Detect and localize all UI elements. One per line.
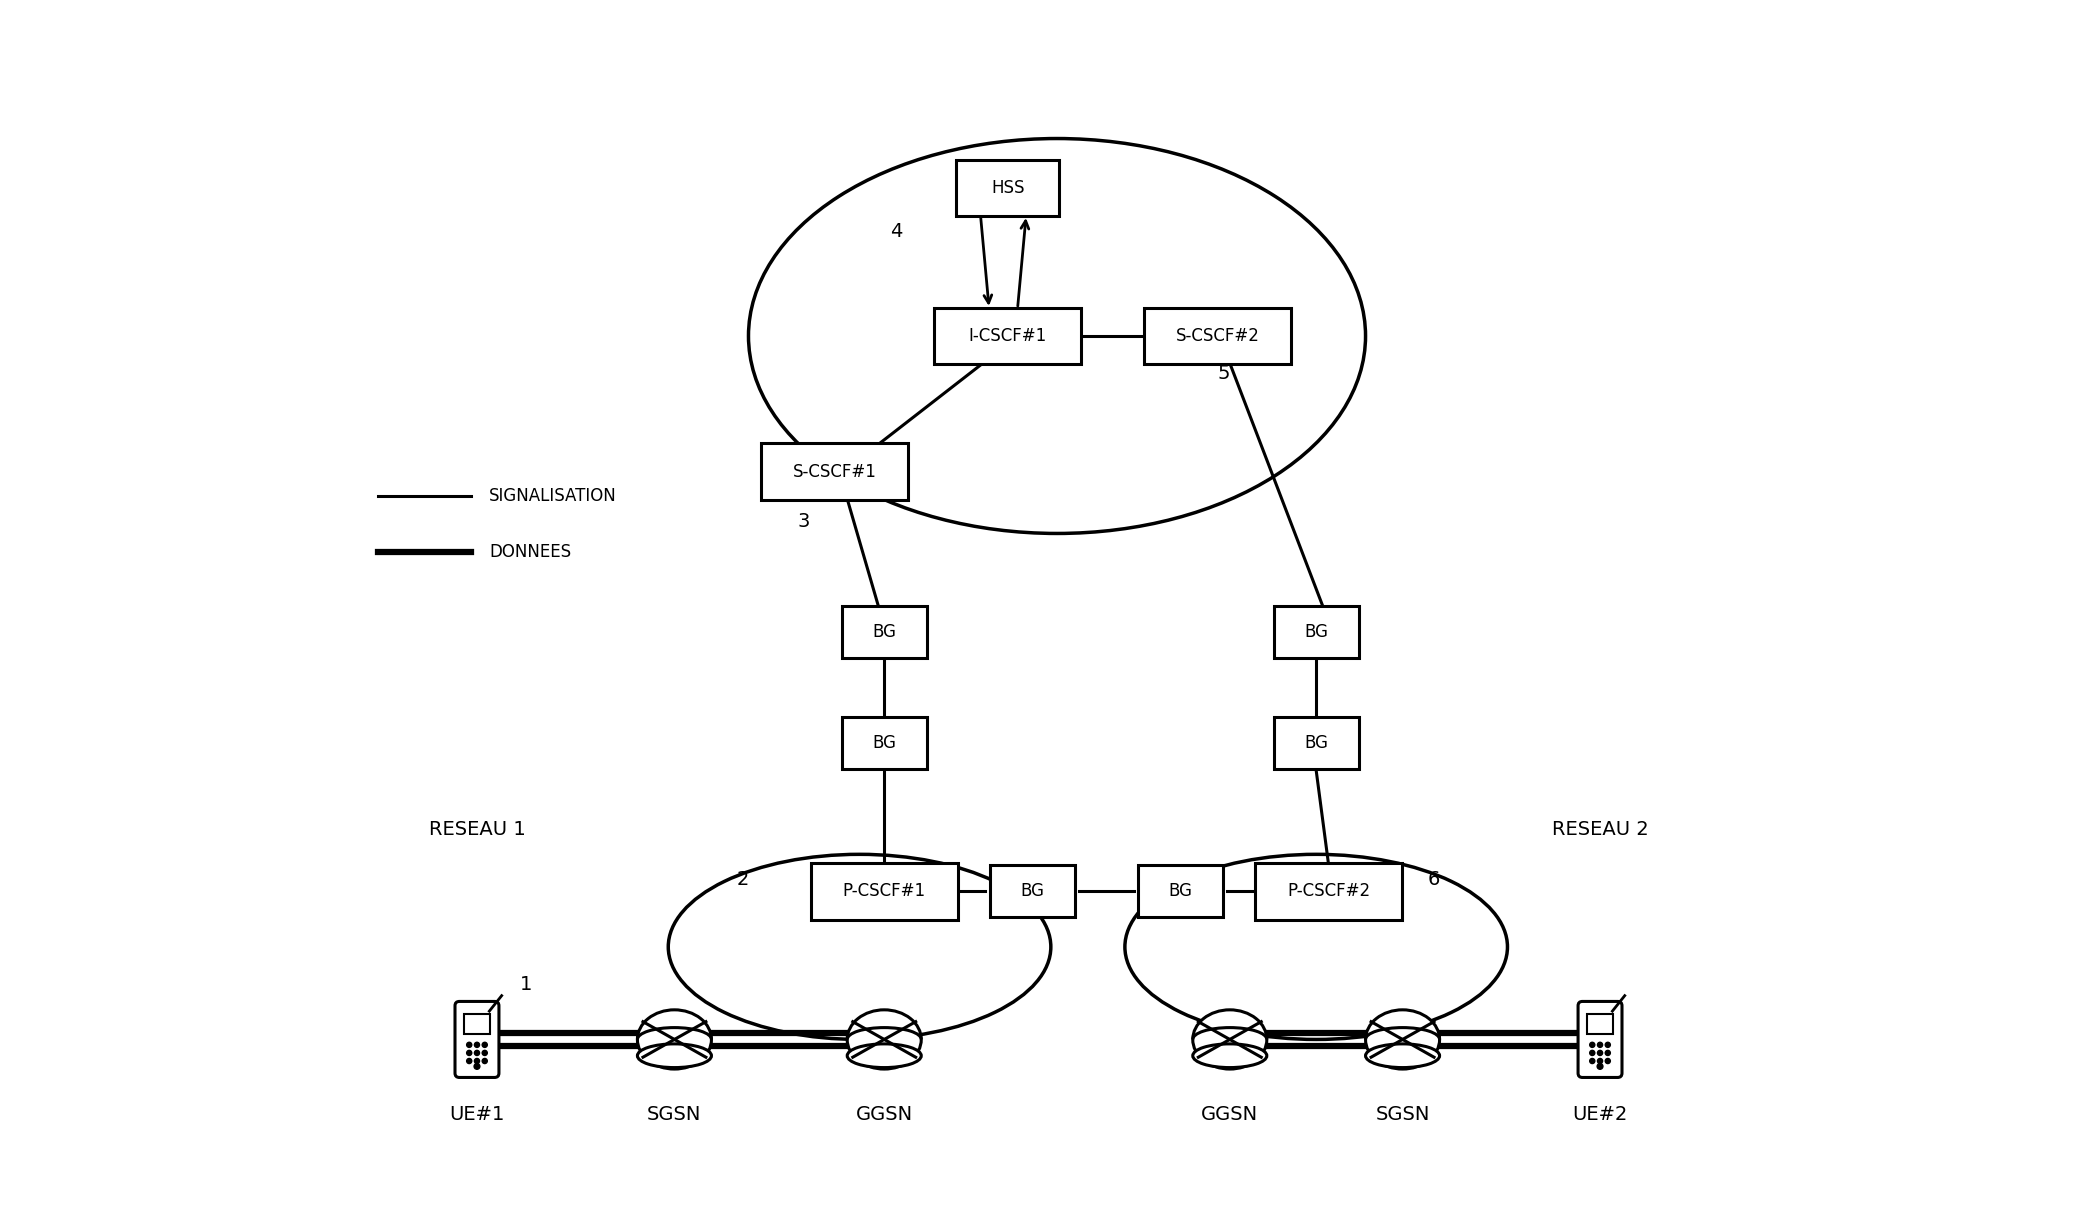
Text: BG: BG [872, 623, 897, 642]
Text: DONNEES: DONNEES [490, 543, 571, 561]
Circle shape [474, 1058, 480, 1063]
FancyBboxPatch shape [762, 443, 908, 501]
Circle shape [467, 1042, 471, 1047]
Text: I-CSCF#1: I-CSCF#1 [968, 327, 1047, 345]
Circle shape [482, 1050, 488, 1056]
Ellipse shape [1192, 1044, 1267, 1068]
Bar [1587, 1013, 1614, 1034]
FancyBboxPatch shape [841, 717, 926, 769]
Circle shape [474, 1063, 480, 1069]
Bar [463, 1013, 490, 1034]
Ellipse shape [669, 854, 1051, 1040]
Text: 4: 4 [891, 222, 903, 242]
Circle shape [1589, 1058, 1595, 1063]
Text: GGSN: GGSN [1201, 1104, 1259, 1124]
Circle shape [474, 1042, 480, 1047]
Circle shape [1606, 1058, 1610, 1063]
Circle shape [474, 1050, 480, 1056]
Text: BG: BG [1304, 623, 1327, 642]
FancyBboxPatch shape [935, 307, 1080, 364]
FancyBboxPatch shape [991, 865, 1076, 917]
Text: BG: BG [1169, 882, 1192, 900]
Text: RESEAU 1: RESEAU 1 [428, 820, 525, 840]
Circle shape [1597, 1042, 1603, 1047]
FancyBboxPatch shape [455, 1001, 498, 1078]
Circle shape [482, 1058, 488, 1063]
FancyBboxPatch shape [1579, 1001, 1622, 1078]
FancyBboxPatch shape [955, 159, 1059, 216]
Text: SIGNALISATION: SIGNALISATION [490, 487, 617, 505]
Circle shape [1589, 1042, 1595, 1047]
Ellipse shape [748, 139, 1365, 533]
Circle shape [467, 1050, 471, 1056]
Text: 3: 3 [798, 513, 810, 531]
Text: BG: BG [872, 734, 897, 752]
Text: BG: BG [1304, 734, 1327, 752]
Ellipse shape [1365, 1010, 1439, 1069]
FancyBboxPatch shape [810, 863, 957, 920]
Text: S-CSCF#1: S-CSCF#1 [793, 463, 876, 481]
Text: SGSN: SGSN [1375, 1104, 1429, 1124]
Text: 5: 5 [1217, 364, 1230, 383]
Ellipse shape [1365, 1044, 1439, 1068]
Ellipse shape [1126, 854, 1508, 1040]
Text: P-CSCF#1: P-CSCF#1 [843, 882, 926, 900]
FancyBboxPatch shape [1144, 307, 1292, 364]
Circle shape [482, 1042, 488, 1047]
Text: BG: BG [1020, 882, 1045, 900]
Text: P-CSCF#2: P-CSCF#2 [1288, 882, 1371, 900]
Ellipse shape [847, 1010, 922, 1069]
Text: GGSN: GGSN [856, 1104, 912, 1124]
Text: HSS: HSS [991, 179, 1024, 197]
Ellipse shape [847, 1044, 922, 1068]
Text: UE#2: UE#2 [1572, 1104, 1628, 1124]
Text: 2: 2 [735, 870, 748, 889]
Text: SGSN: SGSN [648, 1104, 702, 1124]
Ellipse shape [1192, 1010, 1267, 1069]
Circle shape [1597, 1063, 1603, 1069]
Circle shape [1606, 1042, 1610, 1047]
FancyBboxPatch shape [841, 606, 926, 659]
Circle shape [1597, 1050, 1603, 1056]
Text: 6: 6 [1427, 870, 1439, 889]
FancyBboxPatch shape [1273, 606, 1358, 659]
Circle shape [1589, 1050, 1595, 1056]
Circle shape [1597, 1058, 1603, 1063]
FancyBboxPatch shape [1273, 717, 1358, 769]
Text: RESEAU 2: RESEAU 2 [1552, 820, 1649, 840]
FancyBboxPatch shape [1255, 863, 1402, 920]
Text: S-CSCF#2: S-CSCF#2 [1176, 327, 1259, 345]
Ellipse shape [638, 1044, 712, 1068]
Text: UE#1: UE#1 [449, 1104, 505, 1124]
Text: 1: 1 [519, 976, 532, 994]
Ellipse shape [638, 1010, 712, 1069]
Circle shape [467, 1058, 471, 1063]
FancyBboxPatch shape [1138, 865, 1223, 917]
Circle shape [1606, 1050, 1610, 1056]
